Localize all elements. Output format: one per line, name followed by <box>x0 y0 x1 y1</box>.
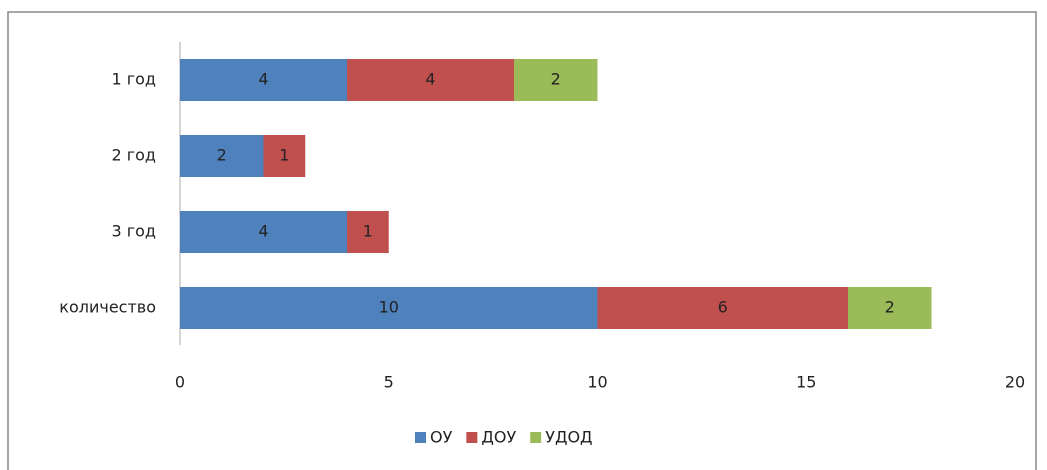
legend-swatch <box>530 432 542 443</box>
data-label: 10 <box>379 298 399 317</box>
legend-label: ОУ <box>430 428 453 447</box>
bar-segment <box>180 287 598 329</box>
data-label: 2 <box>885 298 895 317</box>
legend-label: УДОД <box>545 428 592 447</box>
data-label: 6 <box>718 298 728 317</box>
x-tick-label: 0 <box>175 373 185 392</box>
legend-swatch <box>415 432 426 443</box>
x-tick-label: 15 <box>796 373 816 392</box>
legend-label: ДОУ <box>481 428 516 447</box>
data-label: 2 <box>217 146 227 165</box>
bar-segment <box>514 59 598 101</box>
y-tick-label: 2 год <box>111 146 156 165</box>
x-tick-label: 10 <box>587 373 607 392</box>
legend-swatch <box>466 432 478 443</box>
bar-segment <box>597 287 848 329</box>
data-label: 4 <box>258 222 268 241</box>
data-label: 1 <box>279 146 289 165</box>
data-label: 4 <box>425 70 435 89</box>
bar-segment <box>180 211 347 253</box>
bar-segment <box>347 211 389 253</box>
x-tick-label: 5 <box>384 373 394 392</box>
data-label: 2 <box>551 70 561 89</box>
data-label: 1 <box>363 222 373 241</box>
data-label: 4 <box>258 70 268 89</box>
y-tick-label: 3 год <box>111 222 156 241</box>
bar-segment <box>848 287 932 329</box>
x-tick-label: 20 <box>1005 373 1025 392</box>
bar-segment <box>180 135 264 177</box>
y-tick-label: 1 год <box>111 70 156 89</box>
bar-segment <box>347 59 514 101</box>
bar-segment <box>263 135 306 177</box>
bar-segment <box>180 59 347 101</box>
y-tick-label: количество <box>59 298 156 317</box>
